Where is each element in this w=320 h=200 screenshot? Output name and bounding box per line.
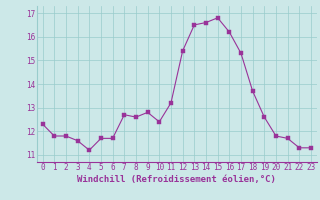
X-axis label: Windchill (Refroidissement éolien,°C): Windchill (Refroidissement éolien,°C) (77, 175, 276, 184)
